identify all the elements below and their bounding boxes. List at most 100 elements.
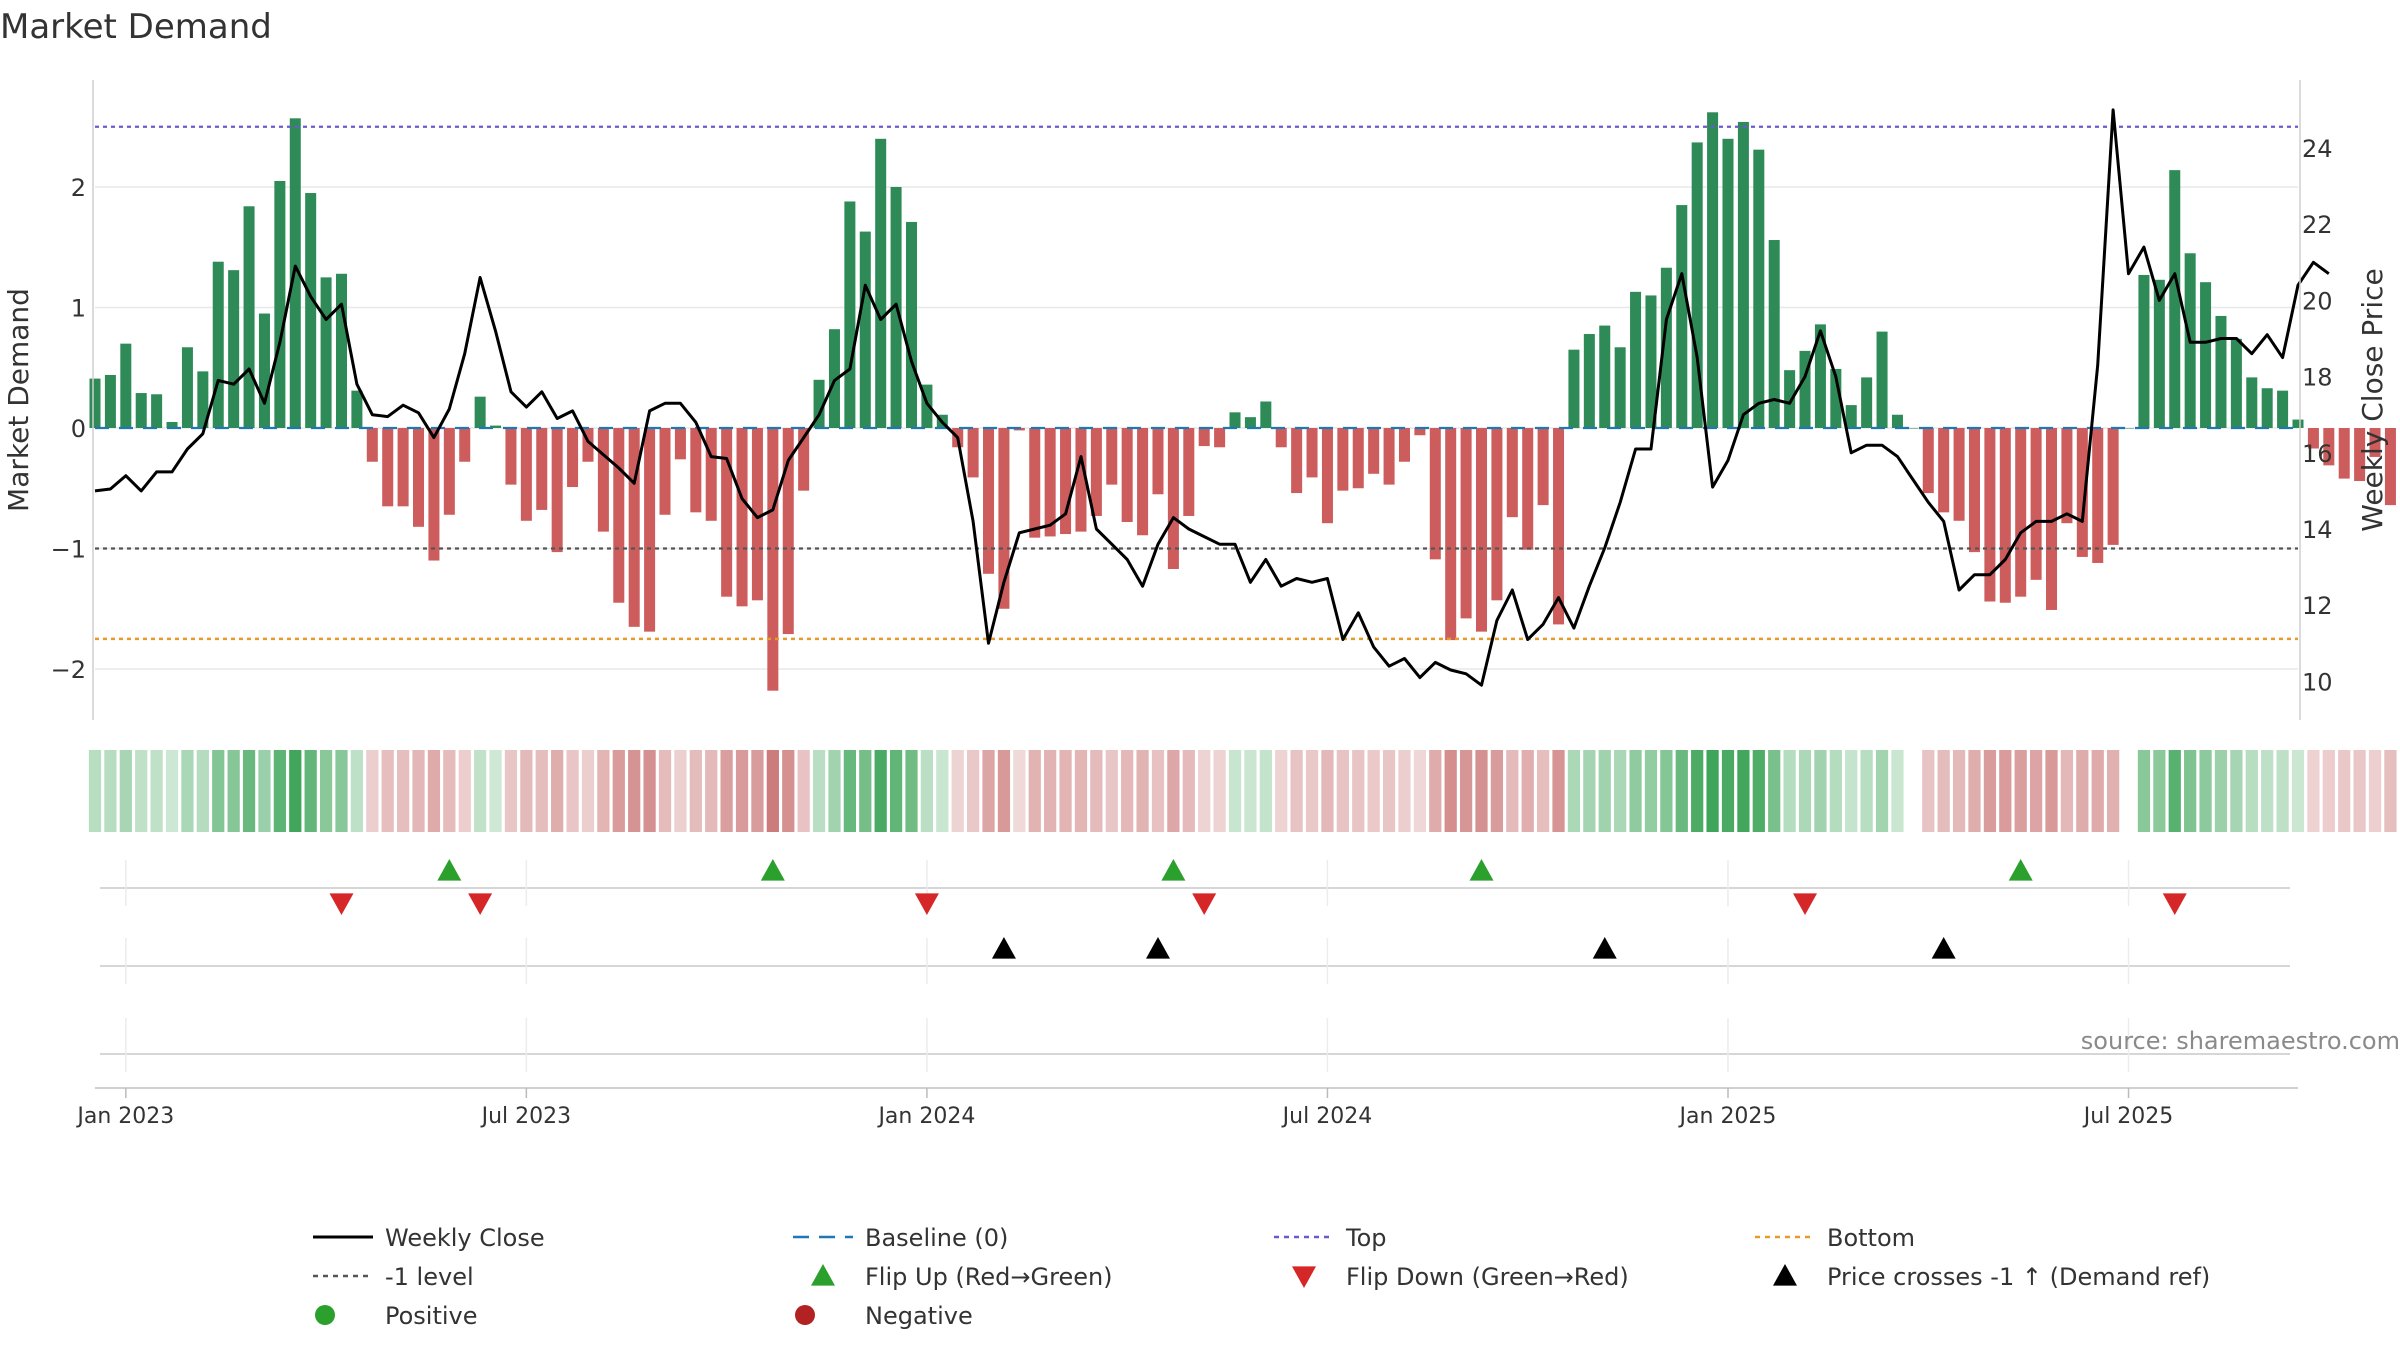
strip-cell (2014, 750, 2027, 832)
strip-cell (1798, 750, 1812, 832)
demand-bar (628, 428, 640, 627)
legend-item: Negative (795, 1302, 973, 1330)
demand-bar (1352, 428, 1364, 489)
demand-bar (1090, 428, 1102, 516)
y-axis-label: Market Demand (2, 288, 35, 512)
demand-bar (1383, 428, 1395, 485)
strip-cell (1121, 750, 1134, 832)
demand-bar (1029, 428, 1041, 538)
strip-cell (905, 750, 918, 832)
demand-bar (983, 428, 995, 574)
demand-bar (1968, 428, 1980, 553)
demand-bar (1214, 428, 1226, 448)
strip-cell (643, 750, 656, 832)
demand-bar (413, 428, 425, 527)
demand-bar (1460, 428, 1472, 619)
x-tick-label: Jul 2024 (1281, 1104, 1373, 1129)
strip-cell (674, 750, 687, 832)
demand-bar (567, 428, 579, 488)
strip-cell (2245, 750, 2258, 832)
demand-bar (2215, 315, 2227, 428)
strip-cell (520, 750, 533, 832)
strip-cell (966, 750, 980, 832)
price-cross-marker (1145, 937, 1170, 959)
demand-bar (1907, 428, 1919, 429)
price-cross-marker (1931, 937, 1956, 959)
reference-levels (95, 125, 2298, 641)
legend-item: Baseline (0) (793, 1224, 1008, 1252)
strip-cell (119, 750, 132, 832)
demand-bar (428, 428, 440, 561)
demand-bar (1630, 291, 1642, 428)
strip-cell (920, 750, 934, 832)
demand-bar (2076, 428, 2088, 557)
strip-cell (1583, 750, 1596, 832)
strip-cell (273, 750, 286, 832)
demand-bar (305, 193, 317, 428)
strip-cell (474, 750, 487, 832)
demand-bar (2169, 170, 2181, 428)
legend-label: Top (1345, 1224, 1387, 1252)
strip-cell (658, 750, 672, 832)
strip-cell (1737, 750, 1750, 832)
legend-item: Flip Up (Red→Green) (811, 1263, 1113, 1291)
demand-bar (197, 371, 209, 428)
legend-item: Weekly Close (313, 1224, 545, 1252)
strip-cell (319, 750, 333, 832)
strip-cell (1660, 750, 1673, 832)
demand-bar (351, 390, 363, 428)
demand-bar (1152, 428, 1164, 495)
strip-cell (1429, 750, 1442, 832)
strip-cell (1028, 750, 1041, 832)
demand-bar (1737, 121, 1749, 429)
flip-signals-row (100, 859, 2290, 915)
demand-bar (751, 428, 763, 601)
strip-cell (1136, 750, 1149, 832)
strip-cell (2353, 750, 2366, 832)
demand-bar (998, 428, 1010, 609)
legend-swatch (795, 1305, 815, 1325)
flip-down-marker (468, 893, 493, 915)
demand-bar (1583, 334, 1595, 428)
demand-bar (921, 384, 933, 428)
strip-cell (1999, 750, 2012, 832)
demand-bar (1198, 428, 1210, 447)
demand-bar (1707, 112, 1719, 428)
strip-cell (859, 750, 872, 832)
y2-tick-label: 18 (2302, 364, 2333, 392)
y2-axis-label: Weekly Close Price (2356, 268, 2389, 531)
demand-bar (397, 428, 409, 507)
strip-cell (150, 750, 163, 832)
demand-bar (1799, 350, 1811, 428)
demand-bar (490, 425, 502, 428)
demand-bar (120, 343, 132, 428)
strip-cell (1382, 750, 1396, 832)
demand-bar (1768, 240, 1780, 428)
strip-cell (227, 750, 240, 832)
y-tick-label: −2 (51, 656, 86, 684)
demand-bar (1568, 349, 1580, 428)
demand-bar (2200, 282, 2212, 428)
strip-cell (242, 750, 256, 832)
price-cross-marker (991, 937, 1016, 959)
demand-bar (905, 221, 918, 428)
strip-cell (782, 750, 795, 832)
demand-bar (1445, 428, 1457, 641)
strip-cell (366, 750, 379, 832)
demand-bar (674, 428, 686, 460)
strip-cell (289, 750, 302, 832)
demand-bar (536, 428, 548, 510)
y2-tick-label: 14 (2302, 516, 2333, 544)
demand-bar (2015, 428, 2027, 597)
strip-cell (443, 750, 456, 832)
strip-cell (2338, 750, 2351, 832)
strip-cell (1845, 750, 1858, 832)
strip-cell (1090, 750, 1103, 832)
strip-cell (104, 750, 117, 832)
demand-bar (613, 428, 625, 603)
demand-bar (258, 313, 270, 428)
legend-label: Flip Down (Green→Red) (1346, 1263, 1629, 1291)
demand-bar (1614, 347, 1626, 428)
flip-up-marker (760, 859, 785, 881)
